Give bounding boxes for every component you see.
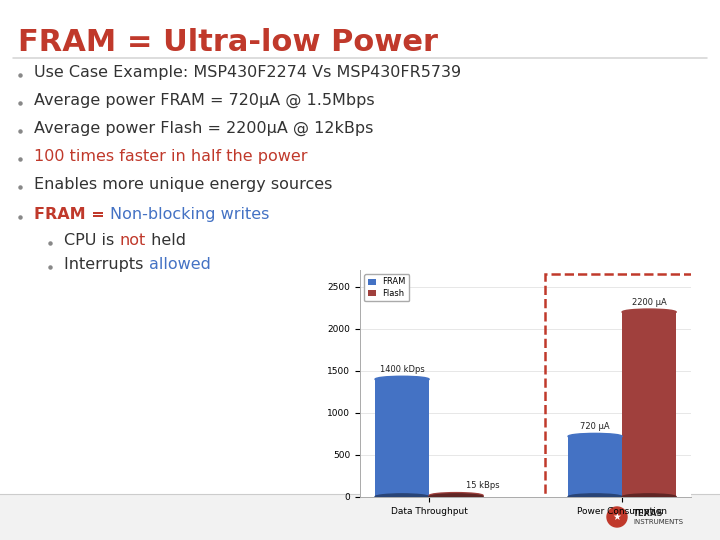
Text: 2200 μA: 2200 μA <box>631 298 667 307</box>
Circle shape <box>607 507 627 527</box>
Text: held: held <box>145 233 186 248</box>
Text: ★: ★ <box>613 512 621 522</box>
Text: CPU is: CPU is <box>64 233 120 248</box>
Text: FRAM =: FRAM = <box>34 207 110 222</box>
Ellipse shape <box>375 494 429 500</box>
Bar <box>375 379 429 497</box>
Text: 15 kBps: 15 kBps <box>466 481 500 490</box>
Text: Interrupts: Interrupts <box>64 257 148 272</box>
Bar <box>0 494 720 540</box>
Bar <box>622 312 676 497</box>
Ellipse shape <box>429 492 483 498</box>
Legend: FRAM, Flash: FRAM, Flash <box>364 274 409 301</box>
Text: Enables more unique energy sources: Enables more unique energy sources <box>34 177 333 192</box>
Text: 720 μA: 720 μA <box>580 422 610 431</box>
Text: not: not <box>120 233 145 248</box>
Text: Non-blocking writes: Non-blocking writes <box>110 207 270 222</box>
Text: allowed: allowed <box>148 257 210 272</box>
Bar <box>545 274 699 498</box>
Text: 1400 kDps: 1400 kDps <box>379 364 425 374</box>
Text: TEXAS: TEXAS <box>633 509 664 517</box>
Text: 100 times faster in half the power: 100 times faster in half the power <box>34 149 307 164</box>
Ellipse shape <box>568 494 622 500</box>
Text: Average power FRAM = 720μA @ 1.5Mbps: Average power FRAM = 720μA @ 1.5Mbps <box>34 93 374 108</box>
Bar <box>429 496 483 497</box>
Text: Use Case Example: MSP430F2274 Vs MSP430FR5739: Use Case Example: MSP430F2274 Vs MSP430F… <box>34 65 461 80</box>
Ellipse shape <box>622 494 676 500</box>
Ellipse shape <box>375 376 429 382</box>
Ellipse shape <box>429 494 483 500</box>
Text: INSTRUMENTS: INSTRUMENTS <box>633 519 683 525</box>
Bar <box>568 436 622 497</box>
Ellipse shape <box>622 309 676 315</box>
Text: Average power Flash = 2200μA @ 12kBps: Average power Flash = 2200μA @ 12kBps <box>34 121 374 136</box>
Ellipse shape <box>568 434 622 439</box>
Text: FRAM = Ultra-low Power: FRAM = Ultra-low Power <box>18 28 438 57</box>
